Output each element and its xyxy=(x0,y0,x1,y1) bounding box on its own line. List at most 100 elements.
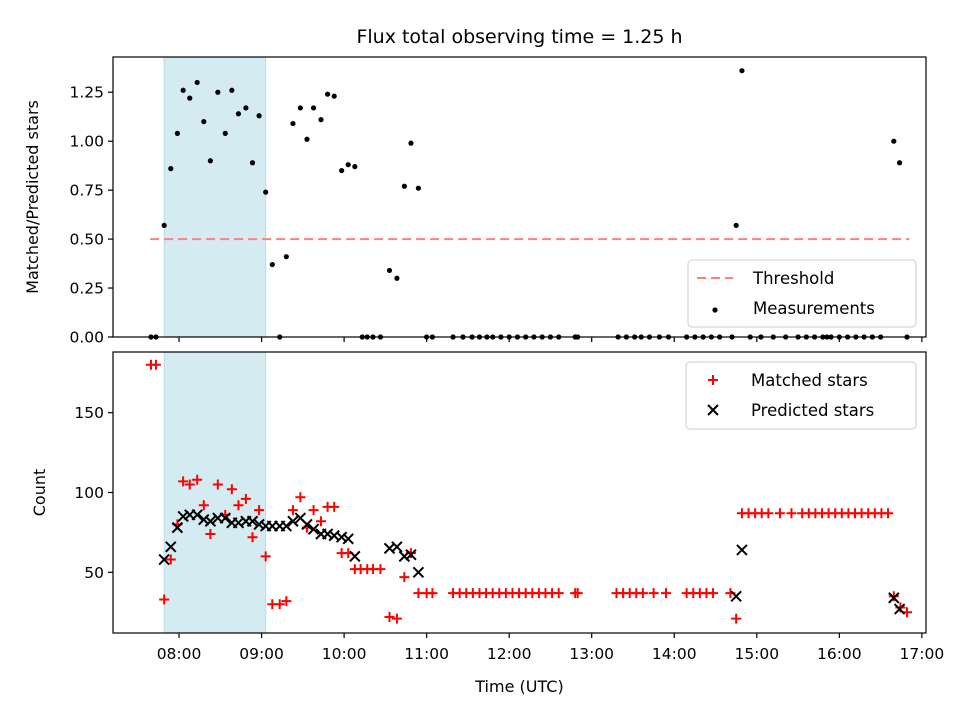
measurement-point xyxy=(401,183,407,189)
measurement-point xyxy=(263,189,269,195)
measurement-point xyxy=(269,261,275,268)
bottom-panel-y-axis-label: Count xyxy=(30,469,49,517)
series-predicted-stars xyxy=(158,509,906,615)
matched-star-point xyxy=(178,476,189,487)
matched-star-point xyxy=(553,588,564,599)
matched-star-point xyxy=(212,479,223,490)
predicted-star-point xyxy=(287,515,299,527)
legend-matched-swatch xyxy=(708,375,718,385)
predicted-star-point xyxy=(246,515,259,527)
predicted-star-point xyxy=(177,510,189,523)
measurement-point xyxy=(243,105,249,111)
matched-star-point xyxy=(287,505,298,516)
bottom-y-tick-label: 150 xyxy=(74,404,104,422)
x-tick-label: 15:00 xyxy=(734,645,779,663)
legend-predicted-swatch xyxy=(707,404,719,416)
measurement-point xyxy=(297,105,303,111)
matched-star-point xyxy=(731,613,742,624)
legend-entry-label: Measurements xyxy=(753,299,875,318)
top-legend: Threshold Measurements xyxy=(687,259,917,328)
measurement-point xyxy=(739,68,745,74)
matched-star-point xyxy=(247,532,258,543)
matched-star-point xyxy=(375,564,386,575)
predicted-star-point xyxy=(893,603,906,615)
measurement-point xyxy=(408,140,414,146)
x-tick-label: 11:00 xyxy=(404,645,449,663)
predicted-star-point xyxy=(165,541,177,553)
matched-star-point xyxy=(184,479,195,490)
predicted-star-point xyxy=(349,550,361,563)
measurement-point xyxy=(310,105,317,111)
predicted-star-point xyxy=(253,518,265,531)
predicted-star-point xyxy=(321,528,334,540)
matched-star-point xyxy=(233,500,244,511)
bottom-y-tick-label: 50 xyxy=(84,564,104,582)
measurement-point xyxy=(352,164,358,170)
measurement-point xyxy=(235,111,242,117)
x-tick-label: 08:00 xyxy=(157,645,202,663)
legend-measurement-swatch xyxy=(712,307,718,313)
matched-star-point xyxy=(159,594,170,605)
measurement-point xyxy=(215,89,221,95)
matched-star-point xyxy=(165,554,176,565)
x-tick-label: 17:00 xyxy=(900,645,945,663)
measurement-point xyxy=(207,158,213,164)
measurement-point xyxy=(331,93,337,99)
matched-star-point xyxy=(786,508,797,519)
measurement-point xyxy=(187,95,193,101)
matched-star-point xyxy=(281,596,292,607)
top-axes-frame xyxy=(112,56,927,338)
top-y-tick-label: 0.75 xyxy=(69,182,104,200)
measurement-point xyxy=(318,117,324,123)
matched-star-point xyxy=(329,501,340,512)
x-tick-label: 14:00 xyxy=(652,645,697,663)
measurement-point xyxy=(180,87,186,93)
measurement-point xyxy=(304,136,310,142)
top-y-tick-label: 0.00 xyxy=(69,329,104,347)
measurement-point xyxy=(256,113,262,119)
x-tick-label: 12:00 xyxy=(487,645,532,663)
top-y-tick-label: 0.25 xyxy=(69,280,104,298)
matched-star-point xyxy=(888,591,899,602)
x-tick-label: 16:00 xyxy=(817,645,862,663)
matched-star-point xyxy=(240,493,251,504)
legend-entry-label: Matched stars xyxy=(751,371,868,390)
matched-star-point xyxy=(295,492,306,503)
predicted-star-point xyxy=(204,515,217,527)
matched-star-point xyxy=(661,588,672,599)
measurement-point xyxy=(339,167,345,174)
measurement-point xyxy=(290,120,296,127)
predicted-star-point xyxy=(171,521,184,534)
measurement-point xyxy=(283,254,289,260)
matched-star-point xyxy=(226,484,237,495)
matched-star-point xyxy=(391,613,402,624)
legend-box xyxy=(687,259,917,328)
chart-title: Flux total observing time = 1.25 h xyxy=(356,26,682,48)
predicted-star-point xyxy=(736,544,748,556)
measurement-point xyxy=(896,160,903,166)
predicted-star-point xyxy=(301,518,313,531)
predicted-star-point xyxy=(280,520,293,532)
matched-star-point xyxy=(192,474,203,485)
predicted-star-point xyxy=(198,513,210,526)
bottom-y-tick-label: 100 xyxy=(74,484,104,502)
measurement-point xyxy=(168,166,174,172)
measurement-point xyxy=(324,91,331,97)
measurement-point xyxy=(394,275,400,281)
matched-star-point xyxy=(205,529,216,540)
predicted-star-point xyxy=(412,566,425,579)
matched-star-point xyxy=(384,612,395,623)
predicted-star-point xyxy=(730,590,742,602)
matched-star-point xyxy=(648,588,659,599)
bottom-observing-span xyxy=(163,351,267,634)
top-y-tick-label: 1.00 xyxy=(69,133,104,151)
top-observing-span xyxy=(163,56,267,338)
legend-box xyxy=(685,361,917,430)
matched-star-point xyxy=(427,588,438,599)
predicted-star-point xyxy=(307,523,320,535)
predicted-star-point xyxy=(158,553,170,566)
predicted-star-point xyxy=(219,512,231,524)
matched-star-point xyxy=(399,572,410,583)
matched-star-point xyxy=(150,359,161,370)
